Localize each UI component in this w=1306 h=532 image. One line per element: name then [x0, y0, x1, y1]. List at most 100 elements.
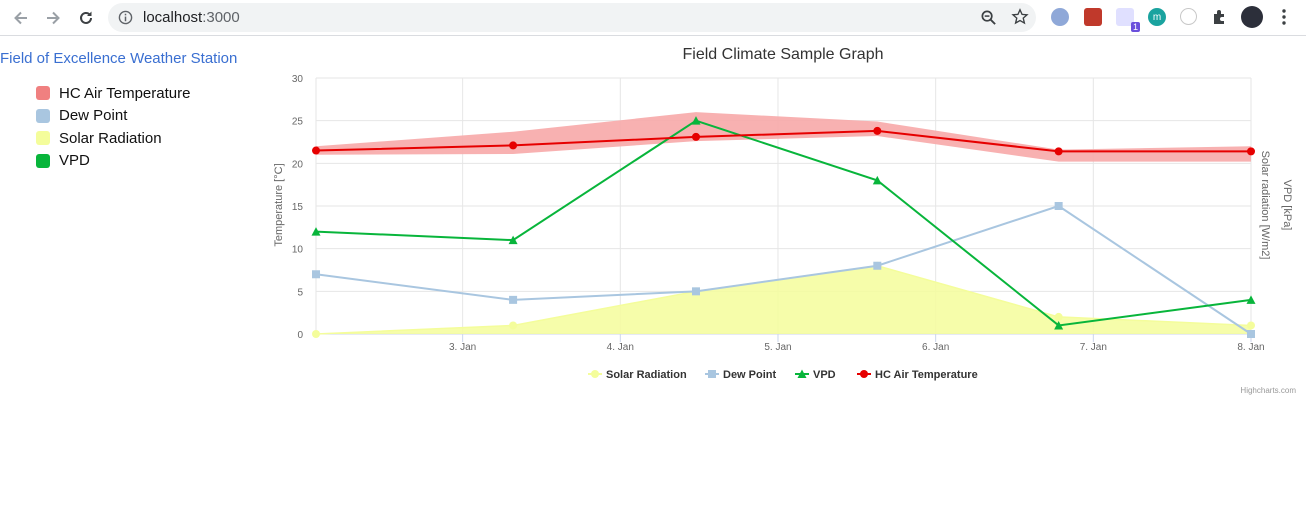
- series-line: [315, 129, 1251, 153]
- series-point: [872, 175, 882, 185]
- series-point: [797, 369, 807, 378]
- legend-swatch: [36, 86, 50, 101]
- x-tick-label: 3. Jan: [449, 342, 476, 353]
- side-legend-item-air-temperature[interactable]: HC Air Temperature: [36, 82, 190, 105]
- series-point: [1054, 320, 1064, 330]
- browser-toolbar: localhost:3000 1 m: [0, 0, 1306, 36]
- legend-item[interactable]: Dew Point: [705, 369, 777, 381]
- series-dew-point: [312, 202, 1255, 338]
- y-tick-label: 20: [292, 159, 304, 170]
- series-vpd: [311, 116, 1256, 330]
- series-line: [315, 119, 1252, 327]
- series-point: [1054, 312, 1063, 321]
- site-title[interactable]: Field of Excellence Weather Station: [0, 50, 238, 67]
- series-point: [312, 146, 320, 155]
- series-point: [509, 321, 518, 330]
- series-point: [691, 287, 700, 296]
- address-bar[interactable]: localhost:3000: [108, 3, 1036, 32]
- y-axis-title-temperature: Temperature [°C]: [273, 163, 285, 246]
- side-legend: HC Air Temperature Dew Point Solar Radia…: [36, 82, 190, 172]
- temperature-range-band: [316, 112, 1251, 162]
- reload-icon: [80, 11, 92, 24]
- series-point: [591, 370, 599, 378]
- extensions-puzzle-icon[interactable]: [1211, 8, 1229, 26]
- y-tick-label: 15: [292, 202, 304, 213]
- side-legend-label: Solar Radiation: [59, 129, 162, 147]
- series-point: [708, 370, 716, 378]
- series-point: [1054, 147, 1063, 156]
- series-point: [509, 141, 518, 150]
- y-tick-label: 5: [297, 287, 303, 298]
- x-axis-ticks: 3. Jan 4. Jan 5. Jan 6. Jan 7. Jan 8. Jan: [449, 334, 1265, 353]
- menu-dots-icon[interactable]: [1276, 8, 1292, 26]
- y-tick-label: 30: [292, 74, 304, 85]
- extension-circle-icon[interactable]: [1180, 8, 1197, 25]
- series-point: [873, 261, 882, 270]
- y-axis-title-solar: Solar radiation [W/m2]: [1259, 151, 1271, 260]
- legend-label: VPD: [813, 369, 836, 381]
- extension-puzzle-red-icon[interactable]: [1084, 8, 1102, 26]
- forward-button[interactable]: [41, 6, 65, 30]
- chart-title: Field Climate Sample Graph: [683, 46, 884, 63]
- y-tick-label: 0: [297, 330, 303, 341]
- side-legend-label: Dew Point: [59, 107, 128, 125]
- legend-swatch: [36, 153, 50, 168]
- extension-globe-icon[interactable]: [1051, 8, 1069, 26]
- series-point: [1054, 202, 1063, 210]
- series-hc-air-temperature: [312, 126, 1255, 156]
- reload-button[interactable]: [74, 6, 98, 30]
- legend-item[interactable]: Solar Radiation: [588, 369, 687, 381]
- chart-credits[interactable]: Highcharts.com: [1240, 386, 1296, 395]
- legend-label: HC Air Temperature: [875, 369, 978, 381]
- info-icon[interactable]: [118, 10, 133, 25]
- legend-swatch: [36, 108, 50, 123]
- y-axis-title-vpd: VPD [kPa]: [1281, 180, 1293, 231]
- legend-item[interactable]: HC Air Temperature: [857, 369, 978, 381]
- series-point: [691, 116, 701, 125]
- arrow-left-icon: [14, 11, 27, 25]
- x-tick-label: 8. Jan: [1237, 342, 1264, 353]
- side-legend-label: HC Air Temperature: [59, 84, 191, 102]
- chart-legend: Solar Radiation Dew Point VPD HC Air Temper…: [588, 369, 978, 381]
- legend-label: Dew Point: [723, 369, 777, 381]
- series-point: [508, 235, 518, 245]
- legend-label: Solar Radiation: [606, 369, 687, 381]
- back-button[interactable]: [9, 6, 33, 30]
- series-point: [1247, 147, 1255, 156]
- zoom-icon[interactable]: [980, 9, 997, 26]
- url-text: localhost:3000: [143, 9, 240, 26]
- side-legend-label: VPD: [59, 152, 90, 170]
- url-host: localhost: [143, 9, 203, 26]
- series-point: [311, 227, 321, 236]
- profile-avatar[interactable]: [1241, 6, 1263, 28]
- series-point: [860, 370, 868, 378]
- series-point: [1247, 321, 1255, 330]
- side-legend-item-vpd[interactable]: VPD: [36, 150, 190, 173]
- series-point: [1246, 295, 1256, 304]
- series-solar-radiation: [312, 261, 1255, 338]
- extension-badge: 1: [1130, 22, 1140, 32]
- side-legend-item-solar-radiation[interactable]: Solar Radiation: [36, 127, 190, 150]
- series-area: [316, 265, 1251, 334]
- side-legend-item-dew-point[interactable]: Dew Point: [36, 105, 190, 128]
- arrow-right-icon: [47, 11, 60, 25]
- x-tick-label: 7. Jan: [1080, 342, 1107, 353]
- series-point: [873, 126, 882, 135]
- series-point: [312, 270, 320, 279]
- legend-item[interactable]: VPD: [795, 369, 836, 381]
- series-point: [509, 295, 518, 304]
- y-tick-label: 25: [292, 117, 304, 128]
- series-group: [311, 112, 1256, 338]
- extension-shapes-icon[interactable]: 1: [1116, 8, 1140, 32]
- x-tick-label: 6. Jan: [922, 342, 949, 353]
- star-icon[interactable]: [1011, 8, 1029, 26]
- url-port: :3000: [202, 9, 240, 26]
- extension-m-icon[interactable]: m: [1148, 8, 1166, 26]
- x-tick-label: 5. Jan: [764, 342, 791, 353]
- series-line: [315, 204, 1252, 335]
- legend-swatch: [36, 131, 50, 146]
- series-point: [691, 132, 700, 141]
- series-point: [312, 330, 320, 338]
- y-tick-label: 10: [292, 245, 304, 256]
